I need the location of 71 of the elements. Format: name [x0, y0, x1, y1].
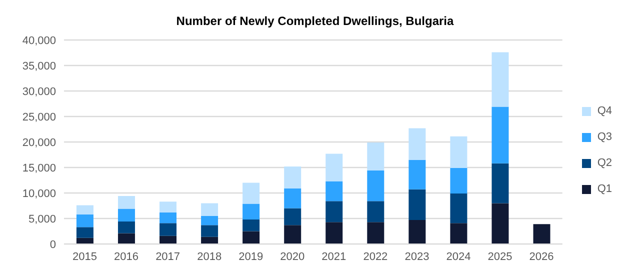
bar — [284, 208, 302, 226]
bar — [326, 154, 343, 182]
bar — [242, 204, 260, 220]
bar — [201, 225, 218, 237]
bar — [242, 231, 260, 244]
bar — [367, 201, 384, 222]
x-tick-label: 2016 — [114, 250, 139, 263]
bar — [408, 128, 426, 160]
bar — [326, 181, 343, 202]
bar — [201, 236, 218, 244]
y-tick-label: 30,000 — [22, 86, 56, 98]
y-tick-label: 10,000 — [22, 188, 56, 200]
bar — [76, 227, 94, 238]
y-tick-label: 20,000 — [22, 136, 56, 149]
bar — [326, 201, 343, 222]
y-tick-label: 5,000 — [28, 213, 56, 226]
bar — [160, 212, 177, 224]
bar — [326, 222, 343, 244]
x-tick-label: 2023 — [404, 250, 430, 263]
y-tick-label: 15,000 — [22, 162, 56, 174]
bar — [492, 163, 509, 204]
bar — [492, 106, 509, 164]
bar — [242, 182, 260, 204]
bar — [492, 52, 509, 107]
legend-label: Q2 — [597, 157, 612, 169]
bar — [242, 220, 260, 232]
bar — [284, 188, 302, 208]
x-tick-label: 2026 — [529, 250, 554, 263]
bar — [160, 202, 177, 212]
x-tick-label: 2025 — [488, 250, 512, 263]
x-tick-label: 2024 — [446, 250, 471, 263]
bar — [118, 222, 135, 234]
bar — [160, 223, 177, 236]
chart-title: Number of Newly Completed Dwellings, Bulgaria — [175, 13, 455, 30]
bar — [118, 208, 135, 222]
bar — [367, 170, 384, 202]
legend-label: Q1 — [597, 183, 612, 195]
y-tick-label: 0 — [50, 238, 56, 251]
bar — [367, 222, 384, 244]
bar — [160, 236, 177, 244]
bar — [408, 160, 426, 190]
x-tick-label: 2018 — [197, 250, 222, 263]
bar — [284, 225, 302, 244]
bar — [408, 220, 426, 244]
bar — [533, 224, 550, 244]
x-tick-label: 2020 — [280, 250, 305, 263]
bar — [118, 196, 135, 209]
bar — [450, 168, 468, 194]
bar — [450, 136, 468, 168]
bar — [284, 166, 302, 188]
legend-label: Q3 — [597, 131, 612, 143]
bar — [76, 214, 94, 228]
bar — [450, 223, 468, 244]
x-tick-label: 2019 — [238, 250, 264, 263]
bar — [76, 238, 94, 244]
y-tick-label: 40,000 — [22, 34, 56, 47]
bar — [450, 194, 468, 224]
x-tick-label: 2022 — [363, 250, 388, 263]
bar — [492, 203, 509, 244]
bar — [201, 216, 218, 226]
bar — [408, 189, 426, 220]
x-tick-label: 2017 — [156, 250, 180, 263]
y-tick-label: 25,000 — [22, 111, 56, 124]
bar — [76, 205, 94, 214]
bar — [367, 142, 384, 171]
x-tick-label: 2015 — [72, 250, 98, 263]
y-tick-label: 35,000 — [22, 60, 56, 72]
bar — [118, 233, 135, 244]
legend-label: Q4 — [597, 105, 612, 117]
x-tick-label: 2021 — [322, 250, 346, 263]
bar — [201, 203, 218, 216]
